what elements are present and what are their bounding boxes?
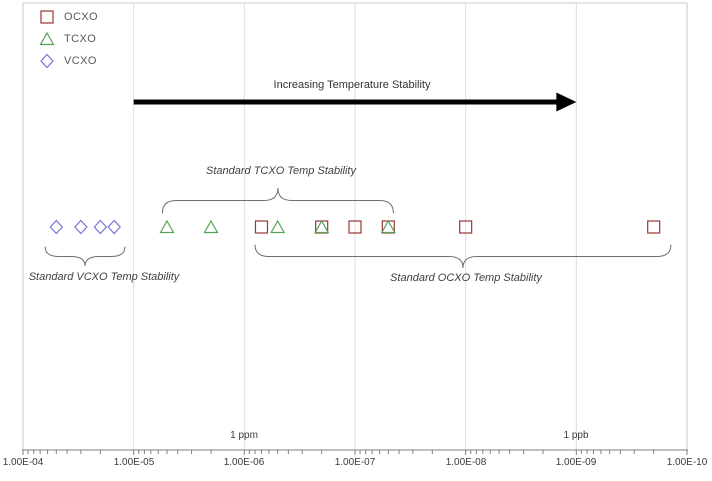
ocxo-marker (381, 220, 395, 234)
ocxo-marker (254, 220, 269, 234)
legend-item-tcxo: TCXO (38, 28, 98, 50)
vcxo-marker (74, 219, 88, 235)
legend-label-ocxo: OCXO (64, 11, 98, 23)
vcxo-legend-glyph (40, 53, 54, 69)
ocxo-marker (348, 220, 362, 234)
tcxo-marker (159, 219, 175, 234)
legend-label-vcxo: VCXO (64, 55, 97, 67)
ocxo-marker (647, 220, 661, 234)
tcxo-marker (380, 219, 396, 234)
x-tick-1e-04: 1.00E-04 (2, 457, 44, 468)
increasing-stability-arrow-head (556, 92, 577, 112)
vcxo-marker (93, 219, 108, 235)
ocxo-marker (315, 220, 329, 234)
x-tick-1e-05: 1.00E-05 (113, 457, 155, 468)
x-tick-1e-10: 1.00E-10 (666, 457, 708, 468)
x-tick-1e-07: 1.00E-07 (334, 457, 376, 468)
one-ppb-label: 1 ppb (563, 430, 589, 441)
ocxo-brace-label: Standard OCXO Temp Stability (390, 272, 542, 284)
one-ppm-label: 1 ppm (230, 430, 258, 441)
vcxo-brace (44, 246, 126, 267)
legend: OCXO TCXO VCXO (38, 6, 98, 72)
ocxo-square-marker-icon (40, 10, 54, 24)
ocxo-legend-glyph (40, 10, 54, 24)
tcxo-marker (203, 219, 219, 234)
tcxo-marker (314, 219, 330, 234)
vcxo-marker (49, 219, 64, 235)
ocxo-brace (254, 244, 672, 269)
tcxo-legend-glyph (39, 31, 55, 46)
legend-item-vcxo: VCXO (38, 50, 98, 72)
tcxo-brace (161, 187, 394, 214)
legend-label-tcxo: TCXO (64, 33, 97, 45)
ocxo-marker (459, 220, 473, 234)
x-tick-1e-09: 1.00E-09 (555, 457, 597, 468)
tcxo-marker (270, 219, 286, 234)
legend-item-ocxo: OCXO (38, 6, 98, 28)
tcxo-triangle-marker-icon (39, 31, 55, 46)
vcxo-brace-label: Standard VCXO Temp Stability (28, 271, 180, 283)
vcxo-diamond-marker-icon (40, 53, 54, 69)
x-tick-1e-06: 1.00E-06 (223, 457, 265, 468)
increasing-stability-arrow-label: Increasing Temperature Stability (273, 79, 431, 91)
tcxo-brace-label: Standard TCXO Temp Stability (206, 165, 356, 177)
vcxo-marker (107, 219, 121, 235)
x-tick-1e-08: 1.00E-08 (445, 457, 487, 468)
